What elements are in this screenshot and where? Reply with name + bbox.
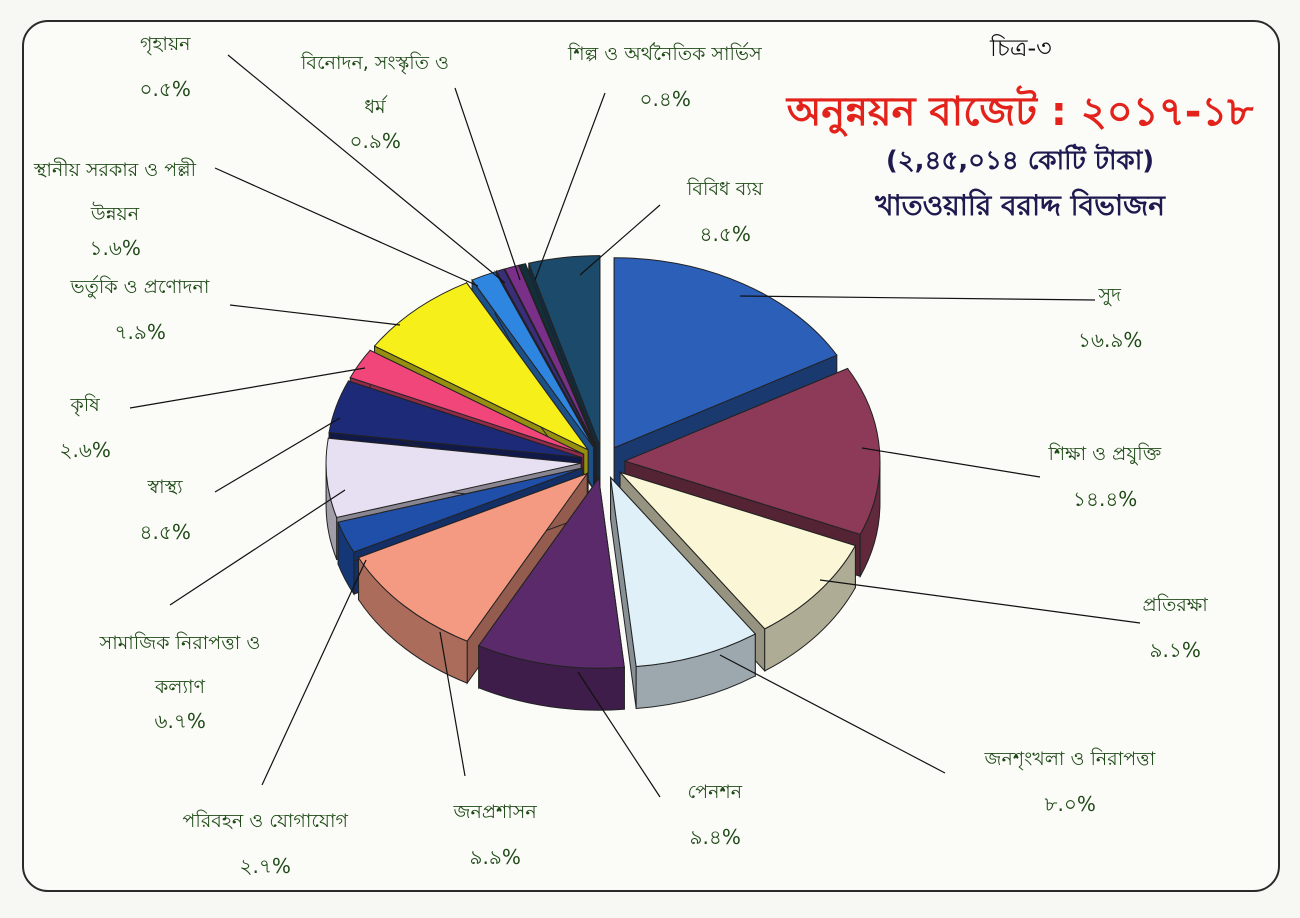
pie-slice-15	[518, 263, 598, 447]
slice-label: স্বাস্থ্য	[147, 476, 183, 498]
leader-line	[534, 92, 606, 281]
pie-slice-11	[373, 282, 589, 451]
slice-value: ১৬.৯%	[1078, 328, 1143, 352]
pie-slice-3	[618, 471, 857, 630]
slice-label: স্থানীয় সরকার ও পল্লী উন্নয়ন	[33, 159, 197, 225]
leader-line	[819, 579, 1141, 624]
leader-line	[169, 489, 346, 606]
leader-line	[739, 295, 1096, 301]
slice-label: কৃষি	[70, 394, 100, 416]
pie-slice-7	[337, 467, 583, 553]
leader-line	[214, 167, 479, 287]
leader-line	[454, 87, 521, 281]
slice-value: ৮.০%	[1044, 792, 1096, 816]
slice-value: ৪.৫%	[139, 520, 191, 544]
slice-label: সুদ	[1098, 284, 1122, 306]
slice-value: ২.৬%	[59, 438, 111, 462]
slice-label: বিবিধ ব্যয়	[687, 178, 763, 200]
slice-label: জনশৃংখলা ও নিরাপত্তা	[984, 748, 1156, 770]
pie-slice-14	[504, 264, 597, 447]
slice-value: ৯.৯%	[469, 845, 521, 869]
leader-line	[214, 417, 341, 493]
leader-line	[719, 654, 946, 774]
slice-label: প্রতিরক্ষা	[1142, 594, 1208, 616]
slice-label: শিক্ষা ও প্রযুক্তি	[1048, 443, 1162, 465]
leader-line	[261, 559, 367, 786]
leader-line	[579, 204, 661, 276]
slice-label: ভর্তুকি ও প্রণোদনা	[70, 276, 210, 298]
slice-value: ৪.৫%	[699, 222, 751, 246]
figure-label: চিত্র-৩	[990, 34, 1052, 62]
pie-slice-5	[477, 476, 625, 669]
chart-subtitle: (২,৪৫,০১৪ কোটি টাকা)	[885, 146, 1155, 176]
slice-value: ০.৪%	[639, 87, 691, 111]
slice-value: ৯.১%	[1149, 638, 1201, 662]
slice-label: পরিবহন ও যোগাযোগ	[182, 810, 348, 832]
leader-line	[577, 671, 661, 798]
slice-label: গৃহায়ন	[140, 33, 191, 55]
slice-label: শিল্প ও অর্থনৈতিক সার্ভিস	[568, 43, 762, 65]
slice-value: ১.৬%	[89, 236, 141, 260]
pie-slice-4	[609, 475, 757, 668]
slice-value: ৬.৭%	[154, 709, 206, 733]
slice-value: ০.৯%	[349, 129, 401, 153]
slice-value: ০.৫%	[139, 77, 191, 101]
pie-slice-12	[471, 271, 594, 448]
leader-line	[129, 367, 366, 409]
leader-line	[861, 447, 1041, 478]
slice-label: পেনশন	[687, 781, 743, 803]
slice-value: ২.৭%	[239, 854, 291, 878]
leader-line	[439, 631, 466, 777]
pie-slice-16	[528, 255, 601, 446]
pie-slice-8	[325, 437, 582, 519]
slice-label: সামাজিক নিরাপত্তা ও কল্যাণ	[99, 632, 261, 698]
pie-slice-9	[328, 380, 582, 459]
slice-value: ৭.৯%	[114, 320, 166, 344]
pie-slice-tops	[325, 255, 881, 669]
pie-slice-1	[613, 257, 838, 449]
pie-slice-13	[495, 268, 596, 447]
leader-line	[227, 54, 506, 284]
pie-slice-10	[349, 349, 584, 455]
leader-line	[229, 304, 401, 326]
chart-title: অনুন্নয়ন বাজেট : ২০১৭-১৮	[786, 89, 1254, 135]
slice-label: বিনোদন, সংস্কৃতি ও ধর্ম	[300, 52, 450, 118]
chart-subtitle-2: খাতওয়ারি বরাদ্দ বিভাজন	[875, 189, 1165, 222]
slice-value: ১৪.৪%	[1073, 487, 1138, 511]
slice-value: ৯.৪%	[689, 825, 741, 849]
pie-slice-6	[357, 472, 589, 642]
slice-label: জনপ্রশাসন	[453, 801, 537, 823]
